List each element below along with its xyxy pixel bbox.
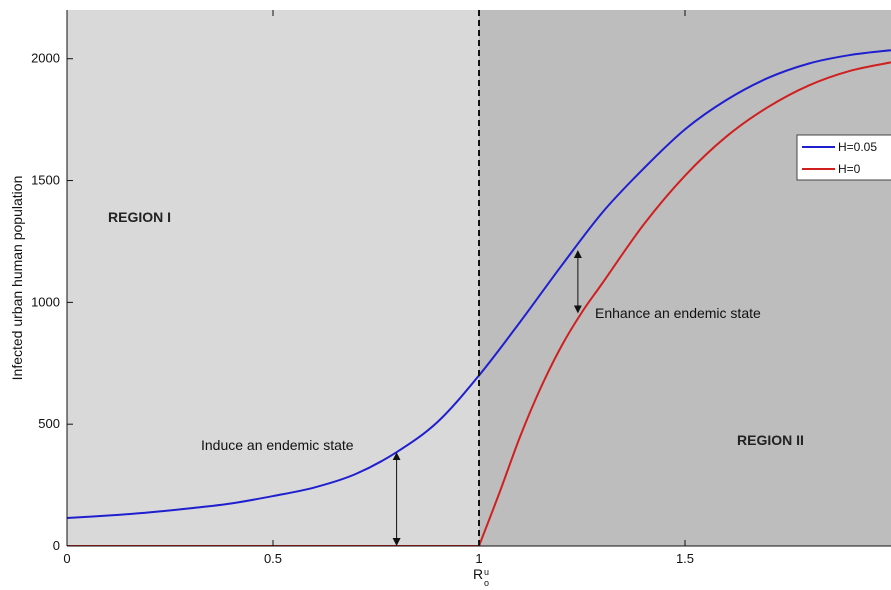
legend-box [796,134,891,181]
y-tick-label: 0 [53,538,60,553]
legend-label-h0: H=0 [838,162,861,176]
legend: H=0.05 H=0 [796,134,891,181]
y-tick-label: 500 [38,416,60,431]
x-tick-label: 1 [475,551,482,566]
series-line-h0 [67,61,891,546]
annotation-enhance: Enhance an endemic state [595,305,761,321]
region-1-background [67,10,479,546]
x-axis-label: R u o [473,566,489,588]
y-axis-label: Infected urban human population [9,176,25,381]
y-tick-label: 2000 [31,51,60,66]
x-tick-label: 0 [63,551,70,566]
annotation-induce: Induce an endemic state [201,437,354,453]
x-tick-label: 0.5 [264,551,282,566]
x-tick-label: 1.5 [676,551,694,566]
y-tick-label: 1500 [31,173,60,188]
x-axis-label-sub: o [484,578,489,588]
x-axis-label-main: R [473,566,483,582]
legend-label-h005: H=0.05 [838,140,877,154]
x-axis-label-sup: u [484,567,489,577]
region-2-background [479,10,891,546]
region-1-label: REGION I [108,209,171,225]
region-2-label: REGION II [737,432,804,448]
series-line-h005 [67,49,891,519]
y-tick-label: 1000 [31,294,60,309]
